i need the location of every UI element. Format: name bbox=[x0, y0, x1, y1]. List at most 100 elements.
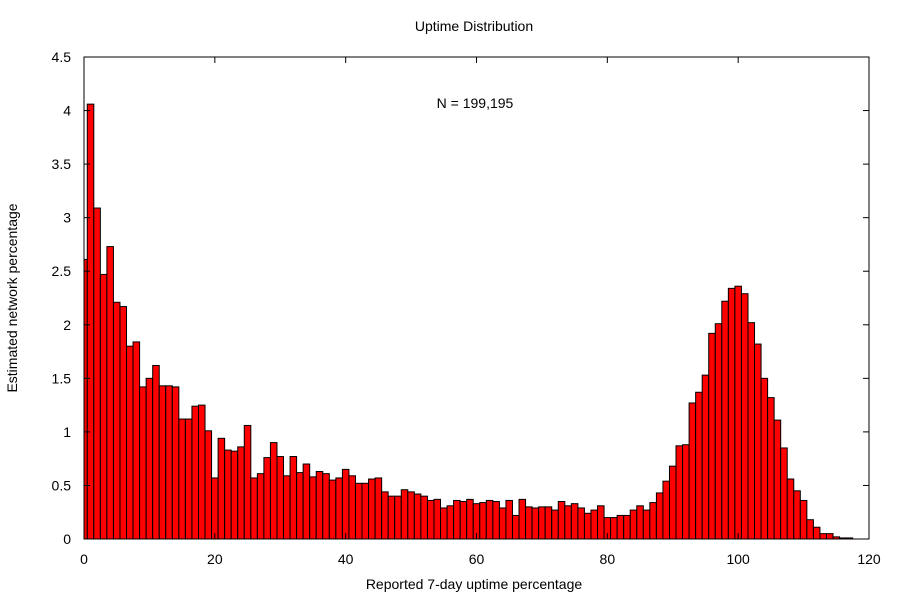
histogram-bar bbox=[721, 300, 729, 540]
x-tick-label: 100 bbox=[726, 551, 750, 567]
histogram-bar bbox=[479, 502, 487, 540]
x-axis-label: Reported 7-day uptime percentage bbox=[365, 576, 583, 592]
histogram-bar bbox=[453, 499, 461, 540]
histogram-bar bbox=[695, 391, 703, 540]
histogram-bar bbox=[525, 506, 533, 540]
histogram-bar bbox=[688, 402, 697, 540]
histogram-bar bbox=[433, 498, 442, 540]
histogram-bar bbox=[440, 507, 448, 540]
histogram-bar bbox=[178, 418, 186, 540]
histogram-bar bbox=[551, 509, 559, 540]
y-tick-label: 2.5 bbox=[52, 263, 72, 279]
histogram-bar bbox=[734, 285, 742, 540]
histogram-bar bbox=[747, 322, 756, 540]
histogram-bar bbox=[492, 501, 500, 540]
histogram-bar bbox=[557, 501, 566, 540]
histogram-bar bbox=[655, 492, 664, 540]
histogram-bar bbox=[224, 449, 232, 540]
histogram-bar bbox=[204, 430, 213, 540]
histogram-bar bbox=[86, 103, 95, 540]
x-tick-label: 20 bbox=[207, 551, 223, 567]
histogram-bar bbox=[610, 517, 618, 540]
histogram-bar bbox=[328, 479, 337, 540]
histogram-bar bbox=[740, 293, 749, 540]
histogram-bar bbox=[217, 437, 226, 540]
histogram-bar bbox=[132, 341, 141, 540]
histogram-bar bbox=[819, 533, 827, 540]
histogram-bar bbox=[466, 498, 474, 540]
histogram-bar bbox=[577, 507, 585, 540]
histogram-bar bbox=[505, 499, 513, 540]
histogram-bar bbox=[786, 478, 795, 540]
histogram-bar bbox=[139, 386, 147, 540]
y-tick-label: 1.5 bbox=[52, 370, 72, 386]
histogram-bar bbox=[191, 405, 199, 540]
histogram-bar bbox=[354, 482, 363, 540]
histogram-bar bbox=[636, 505, 644, 540]
histogram-bar bbox=[570, 503, 579, 540]
x-axis-ticks: 0 20 40 60 80 100 120 bbox=[80, 57, 881, 567]
histogram-bar bbox=[806, 519, 814, 540]
histogram-bar bbox=[825, 533, 834, 540]
histogram-bar bbox=[296, 472, 304, 540]
histogram-bar bbox=[315, 471, 324, 540]
histogram-bar bbox=[590, 509, 599, 540]
histogram-bar bbox=[322, 473, 330, 540]
histogram-bar bbox=[335, 477, 343, 540]
histogram-bar bbox=[407, 491, 415, 540]
x-tick-label: 80 bbox=[600, 551, 616, 567]
histogram-bar bbox=[112, 301, 121, 540]
histogram-bar bbox=[387, 495, 396, 540]
histogram-bar bbox=[812, 526, 821, 540]
histogram-bar bbox=[531, 507, 540, 540]
histogram-bar bbox=[197, 404, 206, 540]
histogram-bar bbox=[799, 499, 808, 540]
x-tick-label: 40 bbox=[338, 551, 354, 567]
histogram-bar bbox=[237, 446, 245, 540]
histogram-bar bbox=[583, 512, 592, 540]
histogram-bar bbox=[400, 489, 409, 540]
histogram-bar bbox=[642, 509, 651, 540]
histogram-bar bbox=[341, 468, 350, 540]
histogram-bar bbox=[368, 478, 376, 540]
histogram-bar bbox=[413, 493, 422, 540]
histogram-bar bbox=[767, 397, 775, 540]
histogram-bar bbox=[269, 442, 278, 540]
chart-title: Uptime Distribution bbox=[414, 18, 534, 34]
histogram-bar bbox=[727, 287, 736, 540]
histogram-bar bbox=[662, 480, 670, 540]
histogram-bar bbox=[283, 475, 291, 540]
histogram-bar bbox=[361, 482, 370, 540]
y-tick-label: 3.5 bbox=[52, 156, 72, 172]
histogram-bar bbox=[381, 491, 389, 540]
histogram-bar bbox=[649, 502, 657, 540]
histogram-bar bbox=[276, 456, 285, 540]
histogram-bar bbox=[714, 323, 723, 540]
histogram-bar bbox=[230, 450, 239, 540]
histogram-bar bbox=[446, 505, 455, 540]
x-tick-label: 60 bbox=[469, 551, 485, 567]
histogram-bar bbox=[498, 507, 507, 540]
y-tick-label: 4 bbox=[63, 103, 71, 119]
histogram-bar bbox=[459, 501, 468, 540]
histogram-bars bbox=[83, 103, 854, 540]
histogram-bar bbox=[564, 505, 572, 540]
histogram-bar bbox=[309, 476, 317, 540]
histogram-bar bbox=[119, 306, 128, 540]
y-tick-label: 0.5 bbox=[52, 477, 72, 493]
histogram-bar bbox=[289, 456, 298, 540]
y-tick-label: 0 bbox=[63, 531, 71, 547]
y-tick-label: 2 bbox=[63, 317, 71, 333]
histogram-bar bbox=[426, 499, 435, 540]
histogram-bar bbox=[243, 424, 252, 540]
histogram-bar bbox=[152, 364, 160, 540]
histogram-bar bbox=[675, 445, 684, 540]
histogram-bar bbox=[211, 477, 219, 540]
histogram-bar bbox=[668, 465, 677, 540]
histogram-bar bbox=[184, 418, 193, 540]
histogram-bar bbox=[348, 475, 356, 540]
histogram-bar bbox=[99, 273, 108, 540]
histogram-bar bbox=[165, 385, 173, 540]
histogram-bar bbox=[629, 509, 638, 540]
